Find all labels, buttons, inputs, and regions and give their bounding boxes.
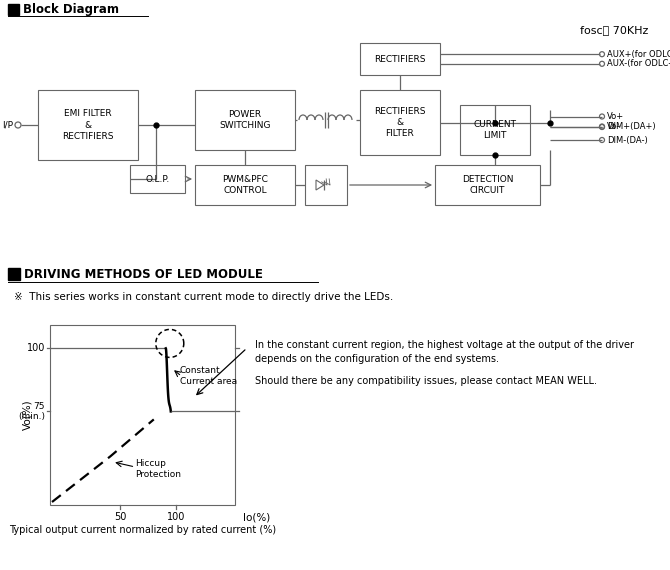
Text: Constant
Current area: Constant Current area <box>180 367 237 386</box>
Bar <box>38 90 138 160</box>
Text: RECTIFIERS
&
FILTER: RECTIFIERS & FILTER <box>375 107 425 138</box>
Text: RECTIFIERS: RECTIFIERS <box>375 55 425 63</box>
Bar <box>195 90 295 150</box>
Bar <box>50 325 235 505</box>
Bar <box>8 268 20 280</box>
Text: Vo(%): Vo(%) <box>22 400 32 430</box>
Bar <box>130 165 185 193</box>
Text: Should there be any compatibility issues, please contact MEAN WELL.: Should there be any compatibility issues… <box>255 376 597 386</box>
Bar <box>305 165 347 205</box>
Text: Vo+: Vo+ <box>607 112 624 121</box>
Text: EMI FILTER
&
RECTIFIERS: EMI FILTER & RECTIFIERS <box>62 109 114 141</box>
Text: Io(%): Io(%) <box>243 512 270 522</box>
Bar <box>360 90 440 155</box>
Bar <box>460 105 530 155</box>
Text: 50: 50 <box>114 512 127 522</box>
Text: 100: 100 <box>167 512 185 522</box>
Text: I/P: I/P <box>2 120 13 129</box>
Text: Typical output current normalized by rated current (%): Typical output current normalized by rat… <box>9 525 276 535</box>
Text: Block Diagram: Block Diagram <box>23 2 119 15</box>
Text: 100: 100 <box>27 343 45 353</box>
Text: Vo-: Vo- <box>607 122 620 131</box>
Bar <box>195 165 295 205</box>
Text: DRIVING METHODS OF LED MODULE: DRIVING METHODS OF LED MODULE <box>24 267 263 280</box>
Bar <box>435 165 540 205</box>
Text: fosc： 70KHz: fosc： 70KHz <box>580 25 649 35</box>
Text: AUX-(for ODLC-65A): AUX-(for ODLC-65A) <box>607 59 670 68</box>
Text: O.L.P.: O.L.P. <box>145 174 170 184</box>
Text: DIM+(DA+): DIM+(DA+) <box>607 123 656 132</box>
Bar <box>360 43 440 75</box>
Text: DETECTION
CIRCUIT: DETECTION CIRCUIT <box>462 175 513 195</box>
Text: In the constant current region, the highest voltage at the output of the driver: In the constant current region, the high… <box>255 340 634 350</box>
Text: AUX+(for ODLC-65A): AUX+(for ODLC-65A) <box>607 50 670 59</box>
Bar <box>8 4 19 15</box>
Text: CURRENT
LIMIT: CURRENT LIMIT <box>474 120 517 140</box>
Text: PWM&PFC
CONTROL: PWM&PFC CONTROL <box>222 175 268 195</box>
Text: POWER
SWITCHING: POWER SWITCHING <box>219 110 271 130</box>
Text: depends on the configuration of the end systems.: depends on the configuration of the end … <box>255 354 499 364</box>
Text: DIM-(DA-): DIM-(DA-) <box>607 136 648 145</box>
Text: ※  This series works in constant current mode to directly drive the LEDs.: ※ This series works in constant current … <box>14 292 393 302</box>
Text: Hiccup
Protection: Hiccup Protection <box>135 459 182 479</box>
Text: 75
(min.): 75 (min.) <box>18 402 45 421</box>
